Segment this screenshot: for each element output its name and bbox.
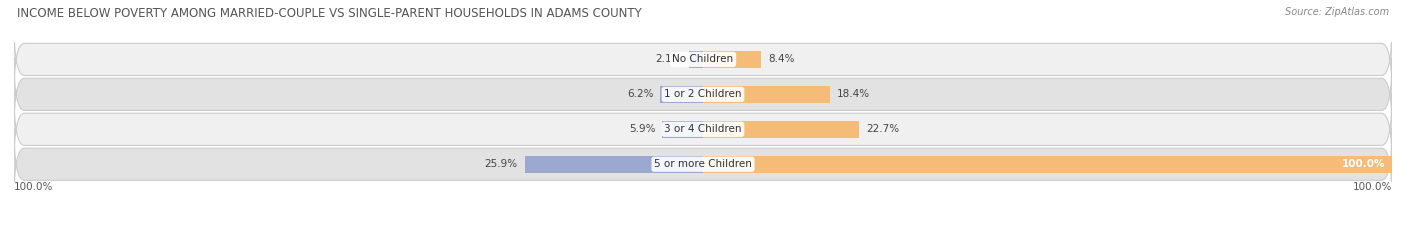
Text: 100.0%: 100.0% xyxy=(14,182,53,192)
Bar xyxy=(662,121,703,138)
Text: 2.1%: 2.1% xyxy=(655,55,682,64)
Bar xyxy=(703,156,1392,173)
FancyBboxPatch shape xyxy=(14,58,1392,131)
Text: Source: ZipAtlas.com: Source: ZipAtlas.com xyxy=(1285,7,1389,17)
Text: 5.9%: 5.9% xyxy=(628,124,655,134)
Bar xyxy=(703,86,830,103)
FancyBboxPatch shape xyxy=(14,128,1392,201)
Bar xyxy=(661,86,703,103)
Text: 5 or more Children: 5 or more Children xyxy=(654,159,752,169)
FancyBboxPatch shape xyxy=(14,23,1392,96)
Text: 100.0%: 100.0% xyxy=(1353,182,1392,192)
Legend: Married Couples, Single Parents: Married Couples, Single Parents xyxy=(602,231,804,233)
Text: 3 or 4 Children: 3 or 4 Children xyxy=(664,124,742,134)
Text: 8.4%: 8.4% xyxy=(768,55,794,64)
Bar xyxy=(524,156,703,173)
Bar xyxy=(703,121,859,138)
Text: No Children: No Children xyxy=(672,55,734,64)
Text: 25.9%: 25.9% xyxy=(485,159,517,169)
Text: 18.4%: 18.4% xyxy=(837,89,870,99)
Bar xyxy=(703,51,761,68)
Text: 1 or 2 Children: 1 or 2 Children xyxy=(664,89,742,99)
Bar xyxy=(689,51,703,68)
Text: 22.7%: 22.7% xyxy=(866,124,900,134)
Text: 100.0%: 100.0% xyxy=(1341,159,1385,169)
FancyBboxPatch shape xyxy=(14,93,1392,166)
Text: INCOME BELOW POVERTY AMONG MARRIED-COUPLE VS SINGLE-PARENT HOUSEHOLDS IN ADAMS C: INCOME BELOW POVERTY AMONG MARRIED-COUPL… xyxy=(17,7,641,20)
Text: 6.2%: 6.2% xyxy=(627,89,654,99)
